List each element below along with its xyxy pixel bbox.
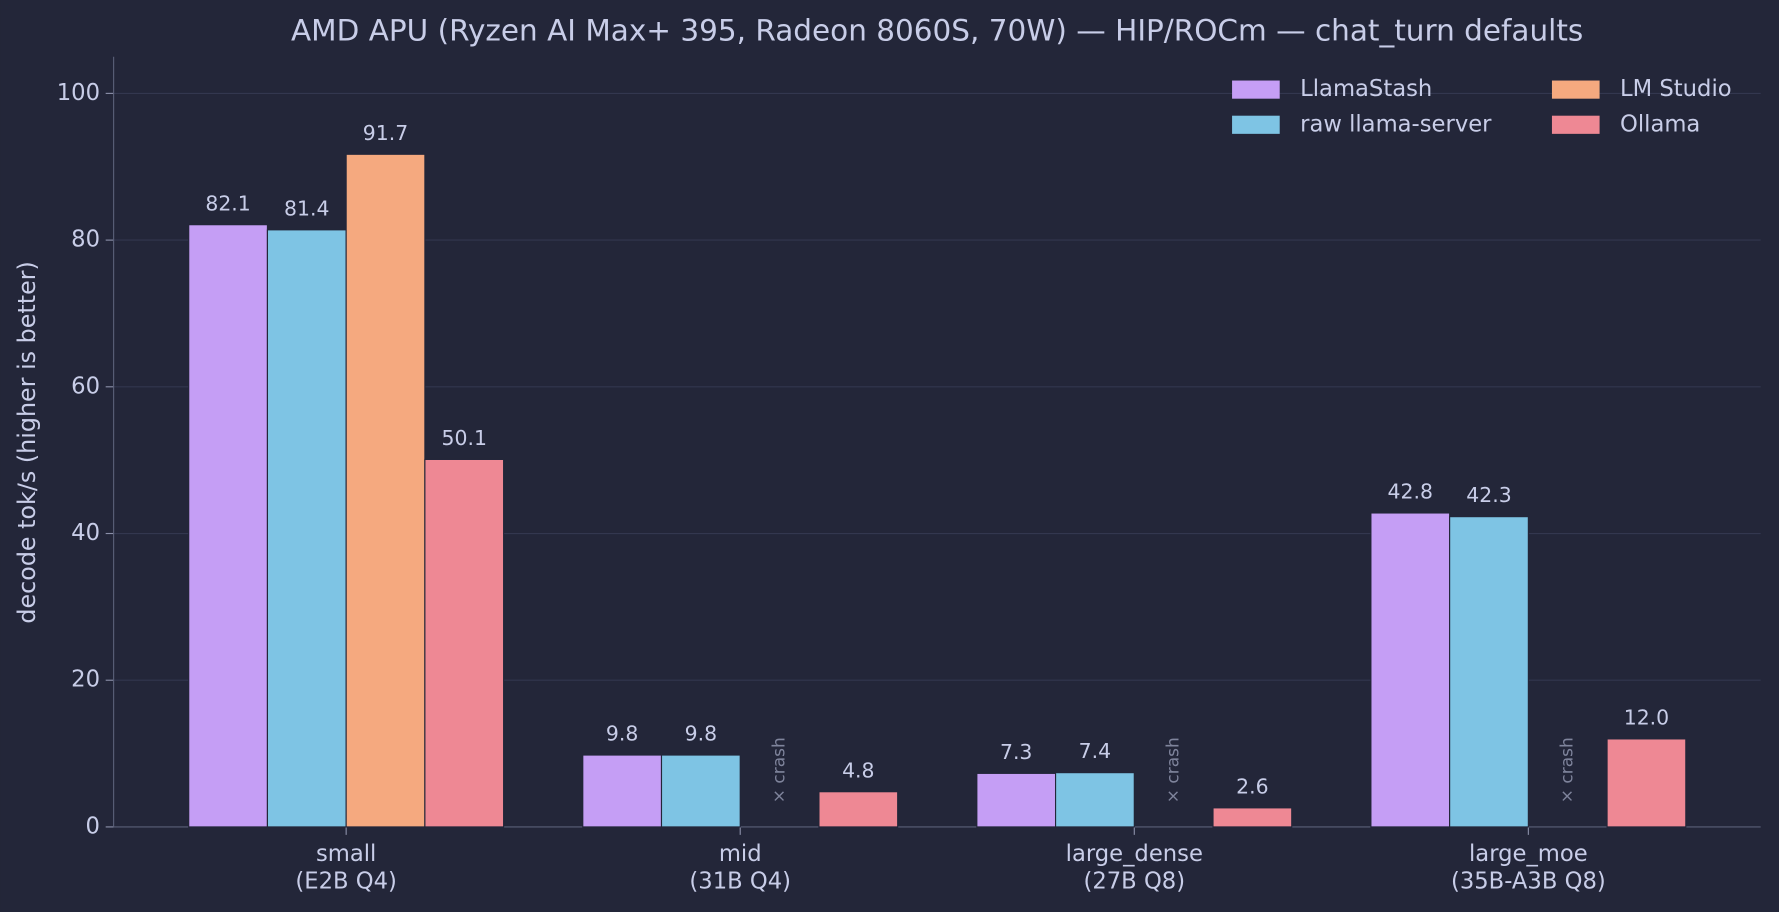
y-tick-label: 20 bbox=[71, 667, 100, 693]
legend-label: LM Studio bbox=[1620, 76, 1732, 102]
bar bbox=[188, 224, 269, 828]
legend-swatch bbox=[1232, 115, 1280, 134]
value-label: 9.8 bbox=[685, 722, 717, 746]
bar bbox=[1449, 516, 1529, 828]
bar bbox=[818, 791, 899, 828]
bar bbox=[582, 754, 663, 828]
bar bbox=[424, 458, 505, 828]
bar bbox=[1606, 738, 1687, 828]
y-axis-label: decode tok/s (higher is better) bbox=[13, 261, 41, 623]
bar bbox=[345, 153, 426, 828]
crash-label: × crash bbox=[770, 737, 790, 803]
chart-title: AMD APU (Ryzen AI Max+ 395, Radeon 8060S… bbox=[291, 13, 1583, 47]
bar bbox=[660, 754, 741, 828]
value-label: 42.8 bbox=[1388, 480, 1433, 504]
value-label: 91.7 bbox=[363, 121, 408, 145]
x-tick-label: large_moe (35B-A3B Q8) bbox=[1451, 841, 1606, 894]
value-label: 4.8 bbox=[842, 758, 874, 782]
y-tick-label: 80 bbox=[71, 227, 100, 253]
legend-swatch bbox=[1232, 80, 1280, 99]
legend-label: LlamaStash bbox=[1300, 76, 1432, 102]
value-label: 82.1 bbox=[205, 191, 250, 215]
value-label: 7.3 bbox=[1000, 740, 1032, 764]
x-tick-label: mid (31B Q4) bbox=[689, 841, 791, 894]
bar bbox=[266, 229, 347, 828]
x-tick-label: small (E2B Q4) bbox=[295, 841, 396, 894]
value-label: 12.0 bbox=[1624, 705, 1669, 729]
crash-label: × crash bbox=[1164, 737, 1184, 803]
bar bbox=[976, 772, 1057, 828]
legend-swatch bbox=[1551, 80, 1600, 99]
legend-label: raw llama-server bbox=[1300, 111, 1492, 137]
value-label: 9.8 bbox=[606, 722, 638, 746]
value-label: 7.4 bbox=[1079, 739, 1111, 763]
y-tick-label: 100 bbox=[57, 80, 100, 106]
value-label: 81.4 bbox=[284, 196, 329, 220]
value-label: 42.3 bbox=[1466, 483, 1511, 507]
crash-label: × crash bbox=[1558, 737, 1578, 803]
legend-label: Ollama bbox=[1620, 111, 1700, 137]
y-tick-label: 0 bbox=[86, 813, 100, 839]
bar bbox=[1212, 807, 1293, 828]
y-tick-label: 60 bbox=[71, 373, 100, 399]
value-label: 50.1 bbox=[442, 426, 487, 450]
legend-swatch bbox=[1551, 115, 1600, 134]
bar bbox=[1054, 772, 1135, 828]
y-tick-label: 40 bbox=[71, 520, 100, 546]
bar bbox=[1370, 512, 1451, 828]
value-label: 2.6 bbox=[1236, 774, 1268, 798]
x-tick-label: large_dense (27B Q8) bbox=[1066, 841, 1203, 894]
